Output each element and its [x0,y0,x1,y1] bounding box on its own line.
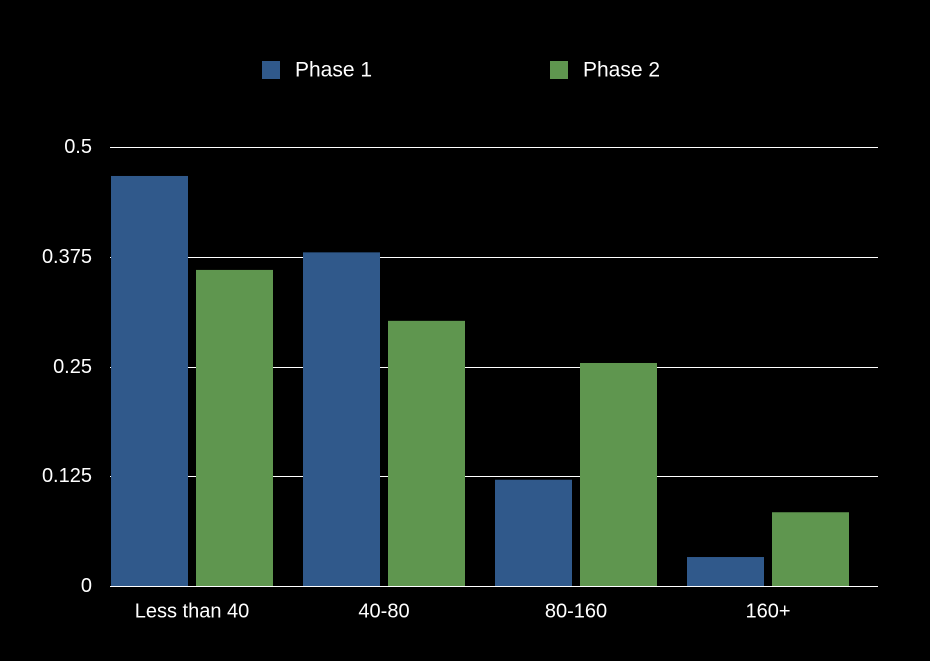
bar-phase-2-3 [772,512,849,586]
legend-label: Phase 1 [295,59,372,82]
bar-phase-1-2 [495,479,572,586]
bar-phase-1-3 [687,557,764,586]
x-tick-label: 80-160 [545,600,607,622]
y-tick-label: 0.25 [53,356,92,378]
bar-phase-1-1 [303,252,380,587]
y-axis-ticks: 0 0.125 0.25 0.375 0.5 [42,136,92,597]
x-tick-label: Less than 40 [135,600,250,622]
legend: Phase 1 Phase 2 [262,59,660,82]
x-tick-label: 40-80 [358,600,409,622]
y-tick-label: 0.125 [42,465,92,487]
bar-phase-2-1 [388,320,465,586]
y-tick-label: 0.5 [64,136,92,158]
bar-phase-2-2 [580,362,657,586]
x-axis-ticks: Less than 40 40-80 80-160 160+ [135,600,791,622]
y-tick-label: 0 [81,575,92,597]
legend-label: Phase 2 [583,59,660,82]
bars [111,175,849,587]
legend-swatch [262,61,280,79]
legend-swatch [550,61,568,79]
x-tick-label: 160+ [745,600,790,622]
y-tick-label: 0.375 [42,246,92,268]
bar-phase-1-0 [111,175,188,586]
bar-phase-2-0 [196,269,273,586]
